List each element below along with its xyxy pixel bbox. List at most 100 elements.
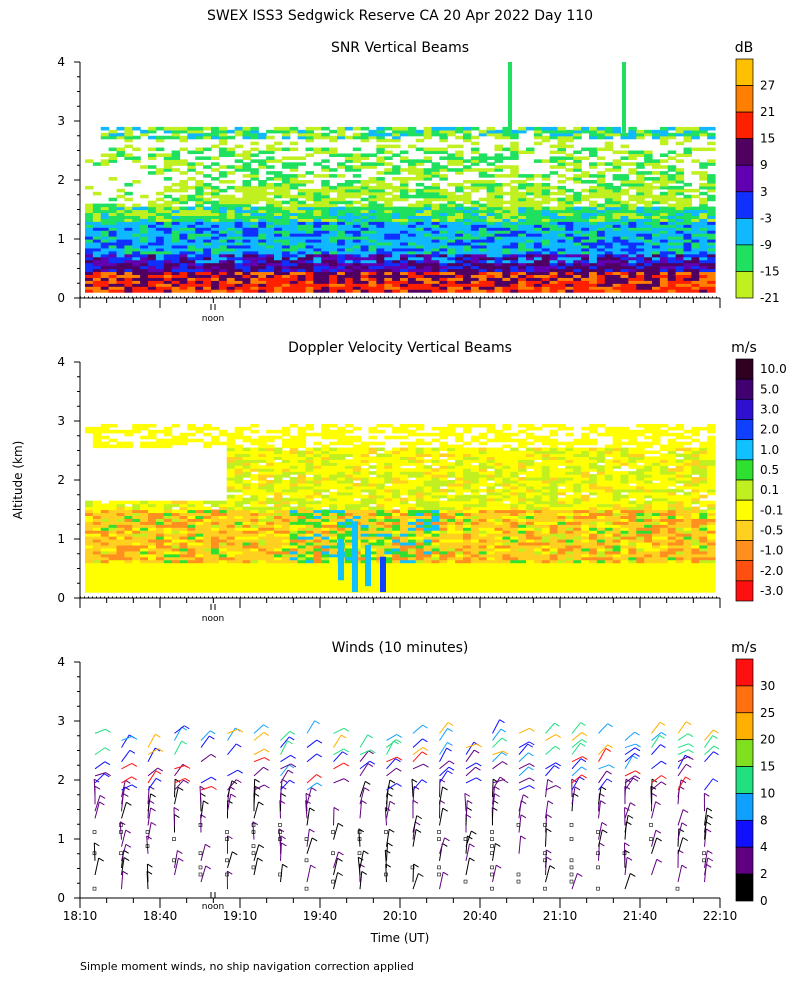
doppler-cell — [549, 574, 559, 578]
snr-cell — [407, 165, 417, 169]
snr-cell — [470, 147, 480, 152]
doppler-cell — [652, 541, 661, 546]
snr-cell — [533, 135, 543, 140]
snr-cell — [368, 135, 377, 140]
snr-cell — [171, 286, 181, 290]
snr-cell — [612, 129, 622, 134]
doppler-cell — [494, 568, 503, 573]
doppler-cell — [620, 539, 629, 543]
snr-cell — [92, 230, 102, 234]
doppler-cell — [148, 553, 157, 558]
snr-cell — [683, 150, 692, 155]
snr-cell — [171, 197, 181, 202]
snr-cell — [329, 265, 338, 270]
doppler-cell — [226, 574, 236, 578]
snr-cell — [573, 277, 582, 281]
snr-cell — [463, 180, 472, 184]
snr-cell — [510, 147, 519, 152]
snr-cell — [321, 289, 330, 293]
snr-cell — [683, 259, 692, 264]
snr-cell — [549, 280, 559, 284]
doppler-cell — [533, 577, 543, 581]
snr-cell — [281, 289, 291, 293]
snr-cell — [659, 277, 669, 281]
snr-cell — [171, 233, 181, 237]
snr-cell — [258, 197, 267, 202]
snr-cell — [604, 262, 614, 267]
snr-cell — [258, 247, 267, 252]
snr-cell — [155, 224, 165, 228]
snr-cell — [557, 268, 566, 273]
snr-cell — [368, 165, 377, 169]
snr-cell — [297, 280, 307, 284]
snr-cell — [683, 129, 692, 134]
doppler-cell — [628, 565, 637, 570]
snr-cell — [683, 236, 692, 240]
snr-cell — [565, 247, 574, 252]
snr-cell — [376, 191, 385, 196]
doppler-cell — [549, 565, 559, 570]
snr-cell — [234, 203, 244, 208]
doppler-cell — [573, 568, 582, 573]
doppler-cell — [439, 547, 448, 552]
snr-cell — [163, 177, 173, 181]
snr-cell — [116, 271, 125, 275]
doppler-cell — [589, 547, 598, 552]
snr-cell — [203, 233, 212, 237]
doppler-cell — [179, 580, 188, 584]
snr-cell — [644, 247, 653, 252]
snr-cell — [329, 271, 338, 275]
snr-cell — [699, 185, 708, 190]
snr-cell — [533, 191, 543, 196]
snr-cell — [376, 177, 385, 181]
doppler-cell — [108, 547, 118, 552]
snr-cell — [620, 230, 629, 234]
snr-cell — [163, 126, 173, 131]
doppler-cell — [305, 586, 314, 590]
snr-cell — [242, 256, 251, 261]
snr-cell — [486, 197, 496, 202]
doppler-cell — [431, 580, 440, 584]
snr-cell — [360, 227, 370, 231]
snr-cell — [187, 250, 196, 255]
snr-cell — [573, 126, 582, 131]
doppler-cell — [266, 571, 275, 575]
doppler-cell — [226, 580, 236, 584]
snr-cell — [171, 218, 181, 222]
doppler-cell — [470, 574, 480, 578]
snr-cell — [407, 236, 417, 240]
snr-cell — [494, 144, 503, 149]
doppler-cell — [494, 559, 503, 564]
snr-cell — [242, 224, 251, 228]
snr-cell — [573, 265, 582, 270]
snr-cell — [155, 221, 165, 225]
doppler-cell — [203, 544, 212, 549]
snr-cell — [108, 274, 118, 278]
doppler-cell — [116, 583, 125, 587]
snr-cell — [431, 244, 440, 249]
doppler-cell — [533, 544, 543, 549]
snr-cell — [407, 168, 417, 172]
snr-cell — [478, 274, 488, 278]
snr-cell — [329, 250, 338, 255]
doppler-cell — [407, 583, 417, 587]
snr-cell — [100, 153, 110, 157]
doppler-cell — [108, 562, 118, 567]
doppler-cell — [211, 559, 220, 564]
snr-cell — [533, 289, 543, 293]
snr-cell — [628, 194, 637, 199]
doppler-cell — [620, 562, 629, 567]
doppler-cell — [659, 577, 669, 581]
snr-cell — [226, 265, 236, 270]
doppler-cell — [526, 556, 535, 561]
doppler-cell — [549, 544, 559, 549]
doppler-cell — [155, 580, 165, 584]
doppler-cell — [289, 565, 299, 570]
snr-cell — [470, 262, 480, 267]
doppler-cell — [163, 574, 173, 578]
snr-cell — [612, 230, 622, 234]
snr-cell — [415, 212, 425, 216]
snr-cell — [423, 150, 433, 155]
doppler-cell — [140, 583, 149, 587]
snr-cell — [297, 135, 307, 140]
